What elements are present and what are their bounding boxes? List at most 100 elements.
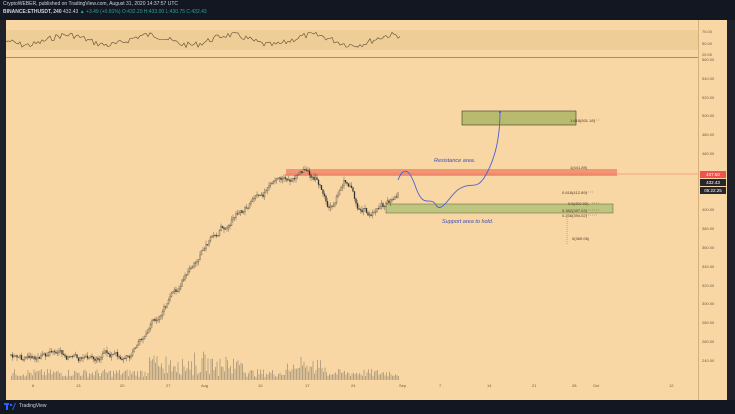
price-axis[interactable]: 75.00 50.00 25.00 560.00 540.00 520.00 500.… (698, 20, 727, 400)
candle-body (74, 354, 77, 356)
volume-bar (59, 373, 60, 380)
candle-body (22, 359, 24, 361)
candle-body (68, 356, 71, 358)
volume-bar (218, 375, 219, 380)
volume-bar (41, 369, 42, 380)
volume-bar (219, 358, 221, 380)
price-chart[interactable] (6, 20, 727, 400)
candle-body (394, 196, 396, 200)
candle-body (76, 354, 78, 358)
fib-0618-label: 0.618(412.89) (562, 190, 587, 195)
candle-body (370, 214, 372, 216)
candle-body (365, 208, 368, 213)
candle-body (131, 351, 134, 356)
volume-bar (294, 368, 296, 380)
volume-bar (45, 375, 47, 380)
candle-body (184, 275, 186, 280)
volume-bar (125, 370, 126, 380)
chart-area[interactable]: Resistance area. Support area to hold. 1… (6, 20, 727, 400)
candle-body (53, 351, 56, 353)
volume-bar (258, 374, 260, 380)
time-axis-tick: Oct (593, 383, 600, 388)
candle-body (253, 197, 255, 200)
candle-body (97, 357, 99, 360)
candle-body (347, 183, 350, 187)
volume-bar (159, 367, 161, 380)
volume-bar (77, 373, 78, 380)
volume-bar (332, 374, 333, 380)
volume-bar (288, 370, 290, 380)
candle-body (100, 357, 102, 360)
volume-bar (78, 372, 80, 380)
support-label: Support area to hold. (442, 219, 494, 225)
candle-body (56, 352, 59, 354)
candle-body (374, 211, 377, 213)
candle-body (319, 184, 321, 186)
volume-bar (96, 369, 98, 380)
volume-bar (350, 376, 351, 380)
candle-body (83, 356, 86, 358)
candle-body (34, 356, 36, 360)
time-axis-tick: 20 (120, 383, 125, 388)
volume-bar (275, 376, 276, 380)
volume-bar (309, 366, 311, 380)
volume-bar (236, 361, 237, 380)
volume-bar (17, 376, 18, 380)
symbol-info-line: BINANCE:ETHUSDT, 240 432.43 ▲ +3.49 (+0.… (3, 9, 207, 15)
candle-body (391, 199, 393, 201)
volume-bar (296, 368, 297, 380)
candle-body (248, 203, 251, 209)
volume-bar (185, 370, 186, 380)
volume-bar (303, 361, 305, 380)
candle-body (250, 201, 252, 204)
volume-bar (72, 375, 74, 380)
volume-bar (102, 370, 104, 380)
candle-body (295, 175, 297, 180)
volume-bar (318, 367, 320, 380)
candle-body (350, 185, 353, 188)
time-axis-tick: Aug (201, 383, 209, 388)
candle-body (149, 324, 152, 330)
volume-bar (261, 373, 263, 380)
volume-bar (266, 373, 267, 380)
candle-body (157, 319, 159, 321)
volume-bar (249, 370, 251, 380)
volume-bar (197, 374, 198, 380)
volume-bar (131, 374, 132, 380)
candle-body (104, 350, 107, 353)
price-axis-tick: 520.00 (702, 94, 715, 100)
candle-body (326, 200, 329, 207)
candle-body (346, 182, 348, 184)
symbol-name[interactable]: BINANCE:ETHUSDT, 240 (3, 9, 62, 15)
candle-body (296, 174, 299, 176)
volume-bar (212, 358, 213, 380)
rsi-pane[interactable] (6, 20, 698, 58)
candle-body (122, 357, 125, 361)
volume-bar (287, 363, 288, 380)
candle-body (80, 357, 83, 359)
volume-bar (311, 366, 312, 380)
volume-bar (222, 366, 224, 380)
volume-bar (344, 370, 345, 380)
candle-body (373, 212, 375, 214)
candle-body (254, 195, 257, 199)
volume-bar (60, 372, 62, 380)
volume-bar (297, 368, 299, 380)
candle-body (44, 353, 47, 357)
ohlc-values: O:432.20 H:433.00 L:430.75 C:432.43 (121, 9, 207, 15)
time-axis-tick: 14 (487, 383, 492, 388)
candle-body (38, 356, 41, 359)
volume-bar (204, 354, 206, 380)
volume-bar (324, 367, 326, 380)
candle-body (130, 355, 132, 358)
candle-body (79, 357, 81, 361)
candle-body (349, 185, 351, 187)
volume-bar (93, 375, 95, 380)
volume-bar (230, 365, 231, 380)
price-axis-tick: 340.00 (702, 263, 715, 269)
volume-bar (353, 372, 354, 380)
candle-body (355, 198, 357, 204)
candle-body (331, 205, 333, 207)
candle-body (287, 179, 290, 181)
candle-body (208, 240, 210, 245)
